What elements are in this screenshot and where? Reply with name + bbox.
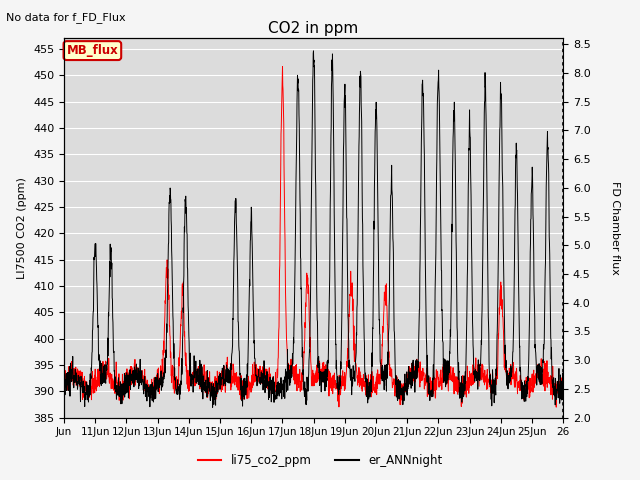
Y-axis label: LI7500 CO2 (ppm): LI7500 CO2 (ppm) bbox=[17, 177, 28, 279]
Y-axis label: FD Chamber flux: FD Chamber flux bbox=[610, 181, 620, 275]
Text: No data for f_FD_Flux: No data for f_FD_Flux bbox=[6, 12, 126, 23]
Title: CO2 in ppm: CO2 in ppm bbox=[268, 21, 359, 36]
Legend: li75_co2_ppm, er_ANNnight: li75_co2_ppm, er_ANNnight bbox=[193, 449, 447, 472]
Text: MB_flux: MB_flux bbox=[67, 44, 118, 57]
